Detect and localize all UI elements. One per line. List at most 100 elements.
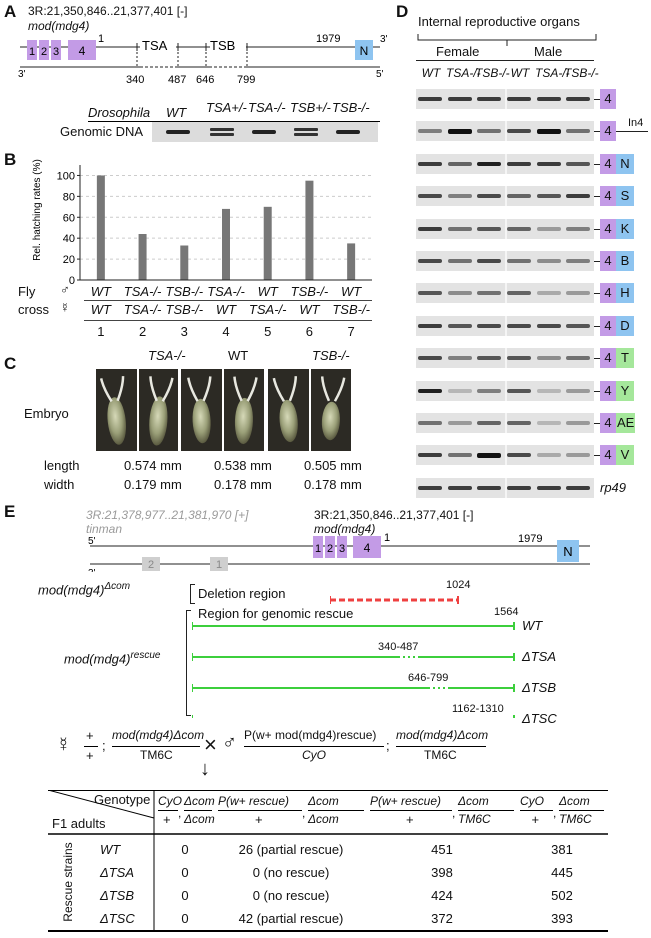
gel-band [507, 291, 531, 296]
cross-number-5: 5 [264, 324, 272, 339]
embryo-filament [246, 377, 258, 402]
cross-number-4: 4 [222, 324, 230, 339]
e-exon-n [557, 540, 579, 562]
gel-band [418, 323, 442, 328]
geno-tsb-hom: TSB-/- [332, 100, 370, 115]
probe-exon-ae: AE [616, 413, 636, 433]
end-3-bottom: 3' [18, 69, 26, 80]
gel-band [448, 97, 472, 101]
length-label: length [44, 458, 80, 473]
y-tick-label: 40 [63, 233, 75, 245]
exon-1-text: 1 [29, 46, 35, 58]
gel-band [448, 161, 472, 166]
male-header: Male [534, 44, 563, 59]
grey-exon-2 [142, 557, 160, 571]
gel-band [418, 356, 442, 361]
female-geno-5: TSA-/- [248, 302, 287, 317]
gel-band [537, 161, 561, 166]
gel-band [566, 291, 590, 296]
cross-num2: P(w+ mod(mdg4)rescue) [244, 728, 377, 742]
gel-band [537, 194, 561, 199]
hdr-bar2 [458, 810, 514, 811]
gel-bands [418, 251, 590, 271]
chart-ylabel: Rel. hatching rates (%) [32, 159, 43, 261]
hdr-bar1 [158, 810, 178, 811]
gel-col-4: WT [510, 66, 530, 80]
gel-band [418, 259, 442, 263]
gel-band [537, 421, 561, 425]
gel-band [418, 97, 442, 101]
rescue-name-3: ΔTSB [522, 680, 557, 695]
gel-row-rp49 [416, 477, 594, 498]
probe-exon-4: 4 [600, 380, 616, 401]
cross-plus-num: + [86, 728, 94, 743]
gel-band [418, 161, 442, 166]
gel-band [537, 323, 561, 328]
cross-female-sym: ☿ [56, 734, 71, 756]
e-exon-4-text: 4 [364, 541, 371, 555]
f1-cell-3-4: 502 [551, 888, 573, 903]
female-geno-4: WT [215, 302, 237, 317]
gel-bands [418, 413, 590, 433]
gel-band [537, 388, 561, 393]
f1-col-header-1: CyO +, Δcom Δcom [156, 792, 215, 832]
gel-row-5 [416, 218, 594, 239]
gel-band [448, 194, 472, 199]
e-exon-1 [313, 536, 323, 558]
gel-band [566, 161, 590, 166]
gel-band [418, 388, 442, 393]
cross-number-2: 2 [138, 324, 147, 339]
gel-band [566, 323, 590, 328]
bar-3 [180, 245, 189, 280]
gel-band [566, 453, 590, 458]
cross-number-7: 7 [347, 324, 355, 339]
hdr-den2: TM6C [559, 812, 592, 826]
gel-band [448, 453, 472, 458]
embryo-filament [161, 377, 174, 402]
female-header: Female [436, 44, 480, 59]
hdr-den2: TM6C [458, 812, 491, 826]
cross-table: Fly cross ♂ ☿ WT WT 1 TSA-/- TSA-/- 2 TSB-/- TS… [0, 280, 400, 340]
hdr-bar2 [308, 810, 364, 811]
end-5-bottom: 5' [376, 69, 384, 80]
gel-band [477, 129, 501, 134]
gel-band [477, 421, 501, 425]
hdr-num2: Δcom [559, 794, 590, 808]
gel-band [448, 485, 472, 490]
gel-band [507, 161, 531, 166]
gel-band [507, 323, 531, 328]
embryo-body [234, 397, 253, 445]
exon-n-text: N [360, 44, 369, 58]
hdr-den2: Δcom [308, 812, 339, 826]
probe-exon-4: 4 [600, 251, 616, 271]
gel-row-7 [416, 283, 594, 304]
embryo-filament [99, 378, 113, 403]
gel-bands [418, 283, 590, 304]
exon-3-text: 3 [53, 46, 59, 58]
probe-exon-4: 4 [600, 413, 616, 433]
gel-band [477, 161, 501, 166]
geno-tsb-het: TSB+/- [290, 100, 331, 115]
male-geno-2: TSA-/- [123, 284, 162, 299]
cross-times: × [204, 732, 217, 757]
geno-tsa-het: TSA+/- [206, 100, 247, 115]
exon-2-text: 2 [41, 46, 47, 58]
length-tsb: 0.505 mm [304, 458, 362, 473]
gel-bands [418, 89, 590, 109]
f1-cell-3-2: 0 (no rescue) [252, 888, 330, 903]
gel-band [418, 291, 442, 296]
gel-band [507, 97, 531, 101]
hdr-bar2 [559, 810, 604, 811]
gel-col-2: TSA-/- [446, 66, 481, 80]
coord-646: 646 [196, 74, 214, 86]
deletion-end: 1024 [446, 579, 471, 591]
e-gene: mod(mdg4) [314, 522, 376, 536]
f1-row-name-2: ΔTSA [100, 865, 135, 880]
e-locus: 3R:21,350,846..21,377,401 [-] [314, 508, 474, 522]
panel-label-c: C [4, 354, 17, 373]
embryo-body [321, 401, 340, 441]
hdr-num2: Δcom [184, 794, 215, 808]
probe-exon-4: 4 [600, 348, 616, 369]
embryo-body [279, 399, 298, 443]
f1-cell-4-3: 372 [431, 911, 453, 926]
